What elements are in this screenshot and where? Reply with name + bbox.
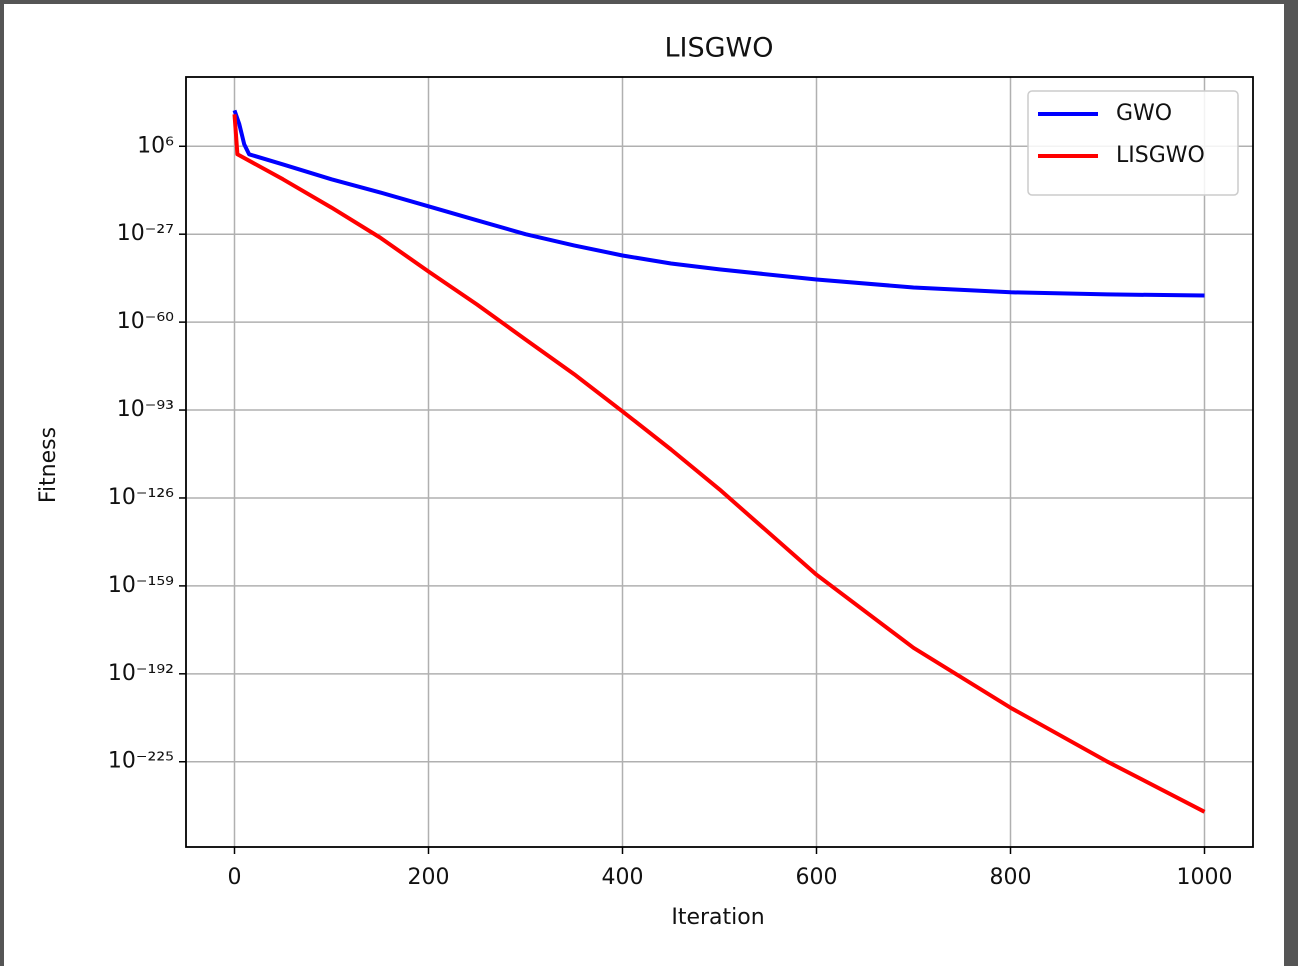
y-tick-label: 10⁻⁶⁰ (117, 309, 174, 334)
x-tick-label: 1000 (1177, 865, 1233, 890)
y-tick-label: 10⁻¹⁹² (108, 661, 174, 686)
legend-label: LISGWO (1116, 143, 1205, 168)
y-tick-label: 10⁻¹²⁶ (108, 485, 174, 510)
series-line (232, 114, 1206, 814)
y-axis-label: Fitness (36, 427, 61, 503)
chart-title: LISGWO (664, 33, 773, 64)
legend-label: GWO (1116, 101, 1172, 126)
x-tick-label: 600 (796, 865, 838, 890)
plot-frame (185, 76, 1254, 848)
x-tick-label: 400 (602, 865, 644, 890)
x-tick-label: 800 (990, 865, 1032, 890)
y-tick-label: 10⁶ (137, 133, 174, 158)
legend-box (1027, 90, 1239, 196)
y-tick-label: 10⁻²²⁵ (108, 749, 174, 774)
x-axis-label: Iteration (671, 905, 764, 930)
y-tick-label: 10⁻¹⁵⁹ (108, 573, 174, 598)
x-tick-label: 200 (408, 865, 450, 890)
series-line (232, 109, 1205, 298)
x-tick-label: 0 (228, 865, 242, 890)
chart: LISGWO Iteration Fitness 0 200 400 600 800 10… (4, 4, 1284, 966)
legend: GWO LISGWO (1027, 90, 1239, 196)
y-tick-label: 10⁻⁹³ (117, 397, 174, 422)
y-tick-label: 10⁻²⁷ (117, 221, 174, 246)
